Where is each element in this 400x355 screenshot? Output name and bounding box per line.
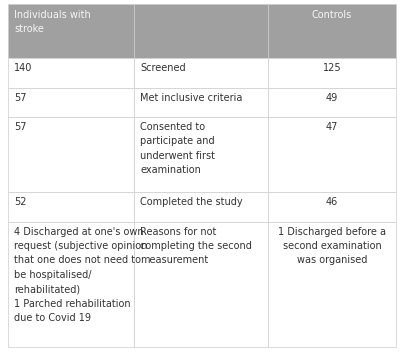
Text: Controls: Controls [312,10,352,20]
Text: Completed the study: Completed the study [140,197,243,207]
Bar [134,117,268,192]
Text: 52: 52 [14,197,26,207]
Bar [268,4,396,58]
Bar [134,192,268,222]
Bar [8,222,134,347]
Text: Reasons for not
completing the second
measurement: Reasons for not completing the second me… [140,226,252,265]
Bar [8,4,134,58]
Text: 140: 140 [14,64,32,73]
Text: Met inclusive criteria: Met inclusive criteria [140,93,242,103]
Text: Individuals with
stroke: Individuals with stroke [14,10,91,34]
Bar [268,88,396,117]
Bar [8,117,134,192]
Bar [134,4,268,58]
Text: 125: 125 [323,64,341,73]
Bar [268,58,396,88]
Text: Consented to
participate and
underwent first
examination: Consented to participate and underwent f… [140,122,215,175]
Text: 47: 47 [326,122,338,132]
Text: 57: 57 [14,93,26,103]
Bar [8,192,134,222]
Bar [134,58,268,88]
Bar [268,192,396,222]
Text: 57: 57 [14,122,26,132]
Text: 1 Discharged before a
second examination
was organised: 1 Discharged before a second examination… [278,226,386,265]
Bar [268,222,396,347]
Text: Screened: Screened [140,64,186,73]
Bar [8,88,134,117]
Text: 46: 46 [326,197,338,207]
Text: 49: 49 [326,93,338,103]
Text: 4 Discharged at one's own
request (subjective opinion
that one does not need to
: 4 Discharged at one's own request (subje… [14,226,147,323]
Bar [8,58,134,88]
Bar [134,222,268,347]
Bar [134,88,268,117]
Bar [268,117,396,192]
